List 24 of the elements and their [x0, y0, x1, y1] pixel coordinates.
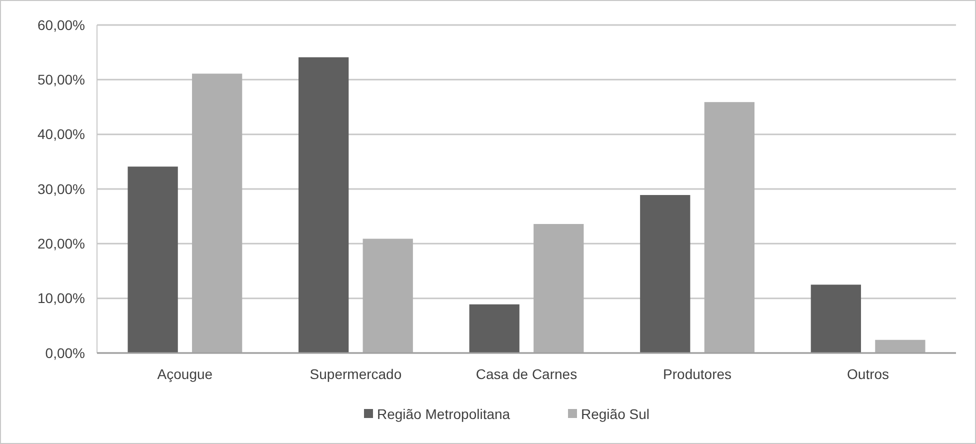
y-tick-label: 30,00%: [38, 180, 85, 197]
y-tick-label: 40,00%: [38, 126, 85, 142]
bar: [875, 340, 926, 353]
bar: [298, 57, 349, 353]
x-tick-label: Casa de Carnes: [476, 366, 578, 382]
y-tick-label: 50,00%: [38, 72, 85, 88]
bar: [192, 74, 242, 353]
bar: [640, 195, 690, 353]
bar: [810, 284, 861, 353]
y-tick-label: 20,00%: [38, 236, 85, 252]
bar: [534, 224, 584, 353]
x-tick-label: Outros: [847, 366, 890, 382]
bar: [362, 238, 413, 353]
legend-label: Região Metropolitana: [377, 406, 510, 422]
bar: [469, 304, 520, 353]
y-tick-label: 60,00%: [38, 16, 85, 33]
legend-label: Região Sul: [581, 406, 650, 422]
x-tick-label: Supermercado: [310, 366, 402, 382]
y-tick-label: 0,00%: [45, 344, 85, 361]
y-tick-label: 10,00%: [38, 290, 85, 306]
bar: [128, 166, 178, 353]
bar: [704, 102, 754, 353]
x-tick-label: Produtores: [663, 366, 732, 382]
x-tick-label: Açougue: [157, 366, 213, 382]
